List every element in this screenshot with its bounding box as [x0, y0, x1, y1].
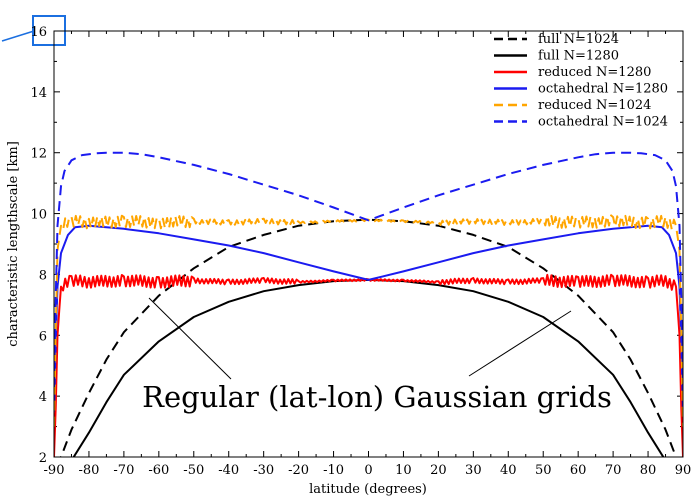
x-tick-label: -90: [44, 463, 65, 478]
series-line-octahedral-n-1280: [54, 224, 683, 412]
y-tick-label: 4: [39, 390, 47, 405]
series-line-full-n-1024: [59, 218, 678, 457]
x-tick-label: 10: [395, 463, 412, 478]
legend-label: reduced N=1024: [538, 98, 651, 113]
x-tick-label: 60: [570, 463, 587, 478]
legend-label: reduced N=1280: [538, 65, 651, 80]
x-tick-label: 40: [500, 463, 517, 478]
y-tick-label: 10: [30, 208, 47, 223]
x-tick-label: 50: [535, 463, 552, 478]
x-tick-label: -30: [253, 463, 274, 478]
y-tick-label: 14: [30, 86, 47, 101]
highlight-pointer-line: [1, 30, 35, 42]
x-tick-label: -70: [113, 463, 134, 478]
y-axis-title: characteristic lengthscale [km]: [6, 141, 21, 347]
x-tick-label: -80: [78, 463, 99, 478]
series-layer: [54, 151, 683, 457]
legend-label: full N=1024: [538, 32, 619, 47]
x-tick-label: 20: [430, 463, 447, 478]
x-tick-label: -20: [288, 463, 309, 478]
annotation-label: Regular (lat-lon) Gaussian grids: [142, 380, 612, 414]
y-tick-label: 8: [39, 268, 47, 283]
annotation-pointer-right: [468, 310, 572, 377]
x-tick-label: 30: [465, 463, 482, 478]
x-tick-label: -10: [323, 463, 344, 478]
annotation-pointer-left: [148, 297, 232, 380]
x-tick-label: 90: [675, 463, 691, 478]
legend-label: octahedral N=1024: [538, 115, 668, 130]
x-tick-label: 70: [605, 463, 622, 478]
legend-label: octahedral N=1280: [538, 82, 668, 97]
x-tick-label: 0: [364, 463, 372, 478]
legend-label: full N=1280: [538, 49, 619, 64]
y-tick-label: 16: [30, 25, 47, 40]
plot-frame: [53, 30, 684, 458]
x-tick-label: -50: [183, 463, 204, 478]
y-tick-label: 6: [39, 329, 47, 344]
y-tick-label: 12: [30, 147, 47, 162]
y-tick-label: 2: [39, 451, 47, 466]
series-line-octahedral-n-1024: [54, 151, 683, 388]
x-tick-label: -60: [148, 463, 169, 478]
x-axis-title: latitude (degrees): [309, 482, 427, 497]
x-tick-label: 80: [640, 463, 657, 478]
x-tick-label: -40: [218, 463, 239, 478]
